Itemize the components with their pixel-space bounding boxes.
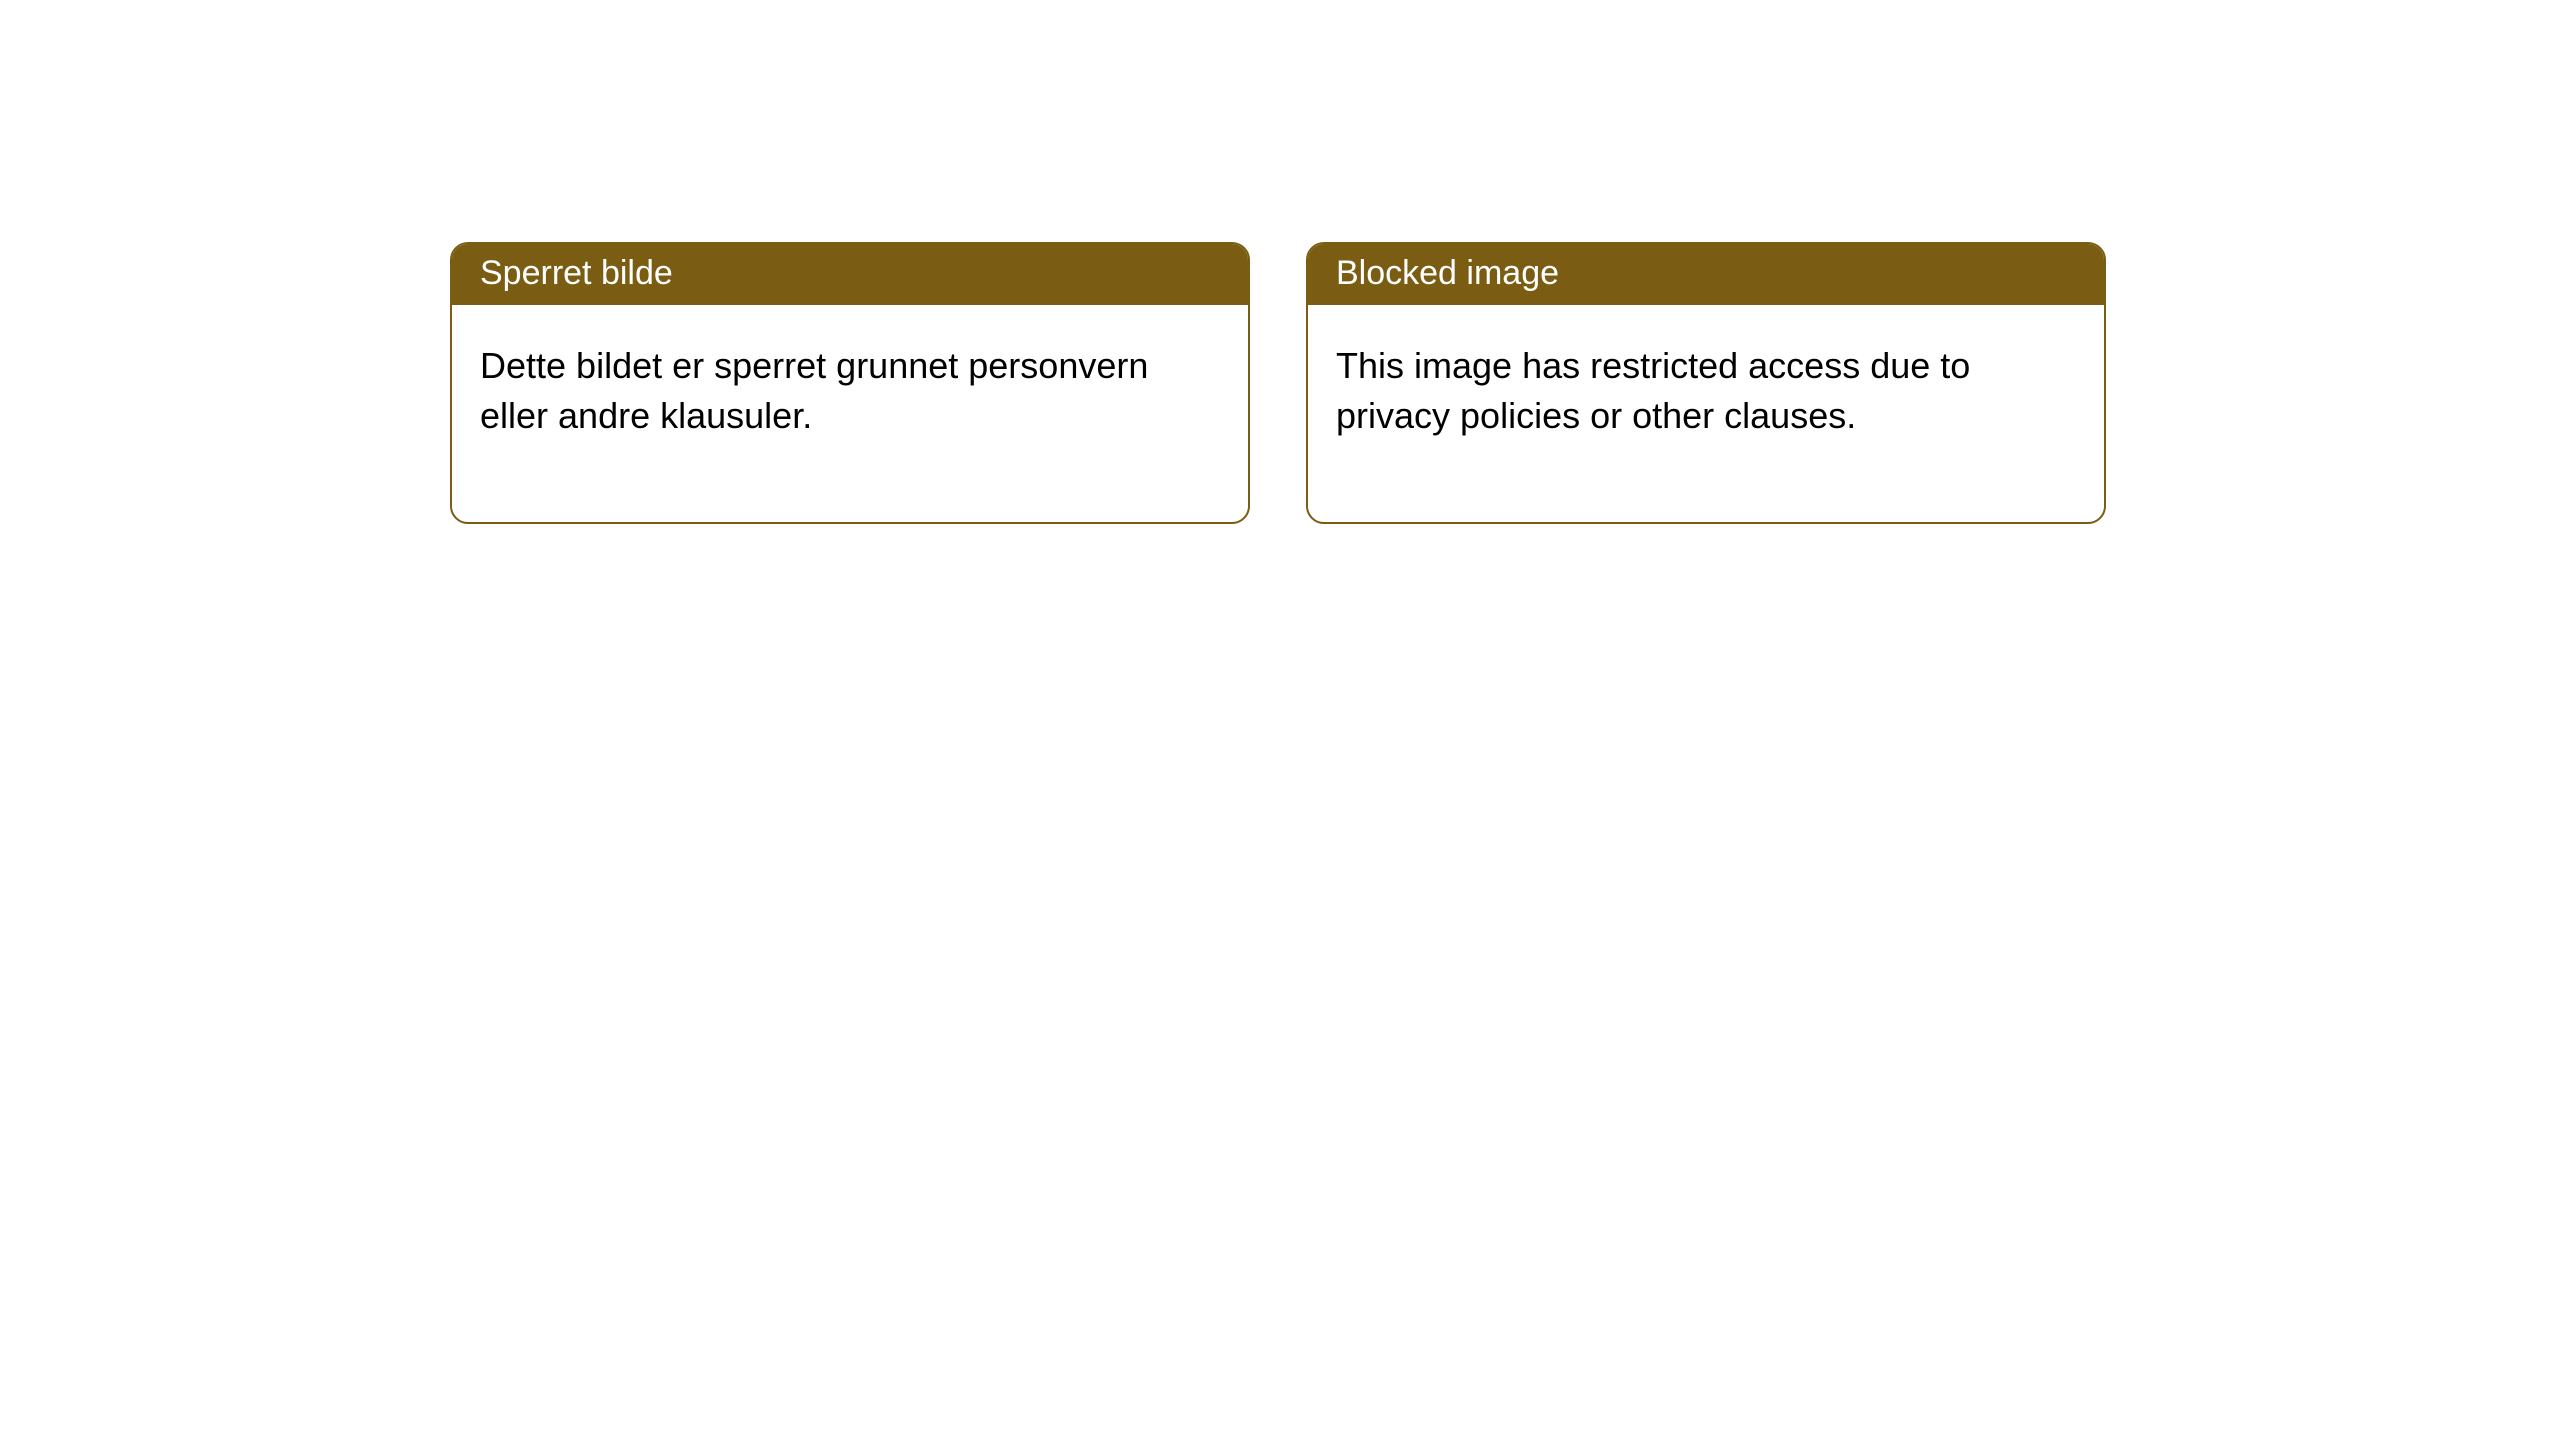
panel-header: Sperret bilde — [452, 244, 1248, 305]
notice-container: Sperret bilde Dette bildet er sperret gr… — [0, 0, 2560, 524]
panel-message: Dette bildet er sperret grunnet personve… — [480, 345, 1148, 436]
panel-message: This image has restricted access due to … — [1336, 345, 1970, 436]
notice-panel-norwegian: Sperret bilde Dette bildet er sperret gr… — [450, 242, 1250, 524]
panel-title: Blocked image — [1336, 254, 1559, 292]
panel-title: Sperret bilde — [480, 254, 673, 292]
notice-panel-english: Blocked image This image has restricted … — [1306, 242, 2106, 524]
panel-body: Dette bildet er sperret grunnet personve… — [452, 305, 1248, 522]
panel-header: Blocked image — [1308, 244, 2104, 305]
panel-body: This image has restricted access due to … — [1308, 305, 2104, 522]
